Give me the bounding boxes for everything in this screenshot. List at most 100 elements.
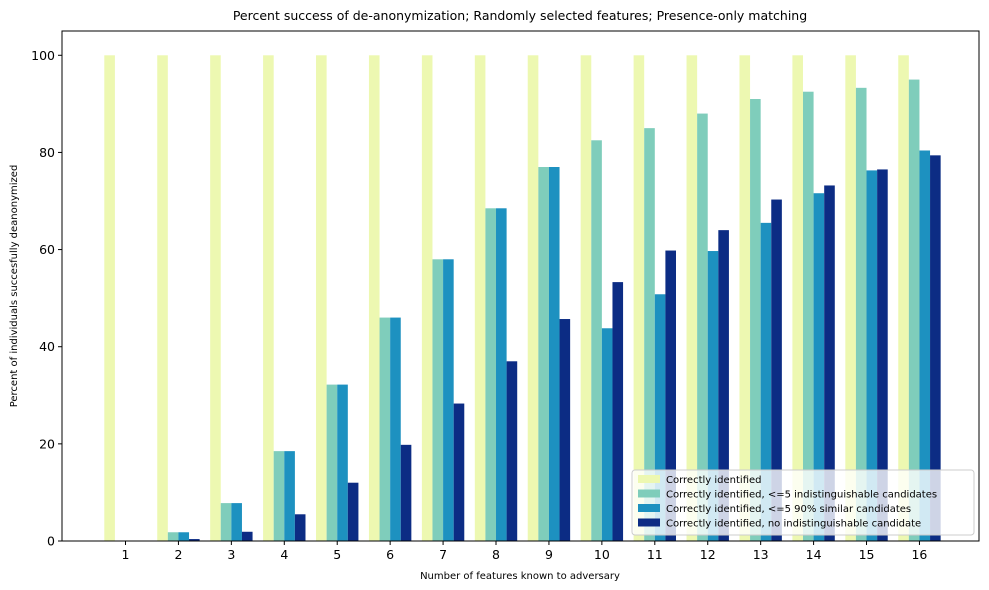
bar-s1-13 [739,55,751,541]
bar-s3-6 [390,317,401,541]
x-tick-label: 2 [174,547,182,562]
x-tick-label: 11 [647,547,663,562]
bar-s4-8 [506,361,518,541]
legend-swatch [638,518,660,527]
x-tick-label: 10 [594,547,610,562]
bar-s4-9 [559,319,571,541]
bar-s3-12 [707,251,719,541]
x-tick-label: 6 [386,547,394,562]
bar-s3-13 [760,222,772,542]
bar-s3-14 [813,193,825,542]
bar-s4-10 [612,282,624,541]
legend: Correctly identified Correctly identified… [631,469,975,536]
bar-s2-5 [326,384,338,541]
bar-s1-14 [792,55,803,541]
bar-s4-15 [877,169,888,541]
bar-s3-11 [654,294,666,541]
x-tick-label: 14 [806,547,822,562]
y-axis-label: Percent of individuals succesfully deano… [9,165,20,408]
bars-group [104,55,941,542]
bar-s3-9 [548,167,560,541]
bar-s4-16 [930,155,941,541]
legend-label: Correctly identified, <=5 indistinguisha… [666,490,937,501]
bar-s1-11 [633,55,645,541]
bar-s2-8 [485,208,497,542]
bar-s2-13 [750,99,761,541]
bar-s2-4 [273,451,285,541]
bar-s2-12 [697,113,708,541]
y-tick-label: 80 [39,145,55,160]
bar-s1-10 [580,55,592,541]
chart-title: Percent success of de-anonymization; Ran… [233,8,807,23]
bar-s2-9 [538,167,549,541]
bar-s3-5 [337,384,348,541]
y-axis: 0 20 40 60 80 100 [31,48,62,549]
bar-s3-16 [919,150,931,542]
legend-swatch [638,504,660,512]
legend-swatch [638,475,660,483]
bar-s2-6 [379,317,391,541]
bar-s1-6 [368,55,380,541]
bar-s2-11 [644,128,655,541]
y-tick-label: 100 [31,48,55,63]
bar-s3-2 [178,532,190,541]
legend-label: Correctly identified [666,475,762,486]
bar-s4-2 [189,539,200,541]
bar-s3-15 [866,170,878,541]
bar-s1-2 [157,55,168,541]
bar-s2-16 [908,79,920,541]
y-tick-label: 60 [39,242,55,257]
bar-s4-14 [824,185,835,541]
x-tick-label: 5 [333,547,341,562]
bar-s1-1 [104,55,115,541]
y-tick-label: 40 [39,339,55,354]
x-tick-label: 4 [280,547,288,562]
bar-s3-10 [601,328,613,541]
x-axis: 1 2 3 4 5 6 7 8 9 10 11 12 13 14 15 16 [122,541,927,562]
legend-label: Correctly identified, <=5 90% similar ca… [666,504,911,515]
bar-s2-3 [220,503,232,541]
x-tick-label: 12 [700,547,716,562]
bar-s3-3 [231,503,242,541]
bar-s1-4 [263,55,274,541]
bar-s2-7 [432,259,444,541]
bar-s1-3 [210,55,221,541]
bar-s2-10 [591,140,602,542]
bar-s2-15 [855,87,867,541]
x-tick-label: 13 [753,547,769,562]
bar-s4-12 [718,230,729,541]
y-tick-label: 20 [39,436,55,451]
bar-s3-7 [443,259,454,541]
bar-s4-4 [294,514,306,541]
bar-s3-4 [284,451,295,541]
bar-s4-13 [771,199,782,542]
bar-s1-8 [474,55,486,541]
x-axis-label: Number of features known to adversary [420,571,620,582]
x-tick-label: 7 [439,547,447,562]
x-tick-label: 1 [122,547,130,562]
x-tick-label: 15 [859,547,875,562]
bar-s4-7 [453,403,465,541]
bar-s2-14 [802,91,814,542]
bar-s4-5 [347,482,359,541]
legend-swatch [638,489,660,498]
x-tick-label: 9 [545,547,553,562]
bar-s1-5 [316,55,327,541]
legend-label: Correctly identified, no indistinguishab… [666,519,921,530]
x-tick-label: 16 [911,547,927,562]
bar-s2-2 [167,532,179,541]
x-tick-label: 3 [227,547,235,562]
bar-s4-6 [400,444,412,541]
bar-s4-3 [241,531,253,541]
plot-frame [61,30,980,542]
bar-s3-8 [496,208,507,542]
bar-s4-11 [665,250,676,542]
legend-box [631,469,975,536]
bar-s1-16 [898,55,909,541]
bar-s1-7 [421,55,433,541]
bar-s1-9 [527,55,539,541]
x-tick-label: 8 [492,547,500,562]
y-tick-label: 0 [47,534,55,549]
bar-s1-15 [845,55,856,541]
